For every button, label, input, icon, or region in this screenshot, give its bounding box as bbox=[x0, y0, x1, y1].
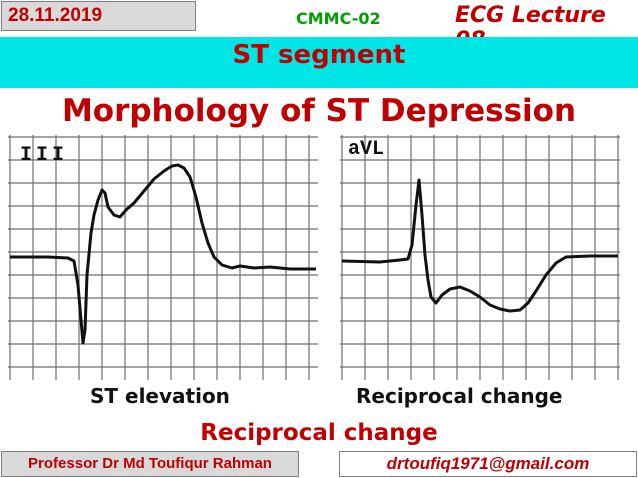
topic-title: ST segment bbox=[232, 40, 406, 70]
ecg-lead-avl-strip bbox=[340, 135, 620, 380]
author-label: Professor Dr Md Toufiqur Rahman bbox=[1, 451, 299, 477]
lead-label-avl: aVL bbox=[348, 138, 385, 161]
caption-reciprocal-change: Reciprocal change bbox=[356, 384, 563, 408]
ecg-grid bbox=[8, 135, 318, 380]
lead-label-iii: III bbox=[20, 144, 69, 167]
ecg-trace-lead-iii bbox=[10, 163, 316, 345]
course-code: CMMC-02 bbox=[296, 9, 381, 28]
caption-st-elevation: ST elevation bbox=[90, 384, 230, 408]
ecg-lead-iii-panel bbox=[8, 135, 318, 380]
reciprocal-change-caption: Reciprocal change bbox=[200, 420, 438, 446]
ecg-lead-iii-strip bbox=[8, 135, 318, 380]
ecg-grid bbox=[340, 135, 620, 380]
date-label: 28.11.2019 bbox=[1, 1, 196, 31]
slide-heading: Morphology of ST Depression bbox=[61, 93, 577, 129]
ecg-trace-lead-avl bbox=[341, 178, 618, 313]
email-label: drtoufiq1971@gmail.com bbox=[339, 451, 637, 477]
ecg-lead-avl-panel bbox=[340, 135, 620, 380]
topic-banner bbox=[0, 37, 638, 88]
